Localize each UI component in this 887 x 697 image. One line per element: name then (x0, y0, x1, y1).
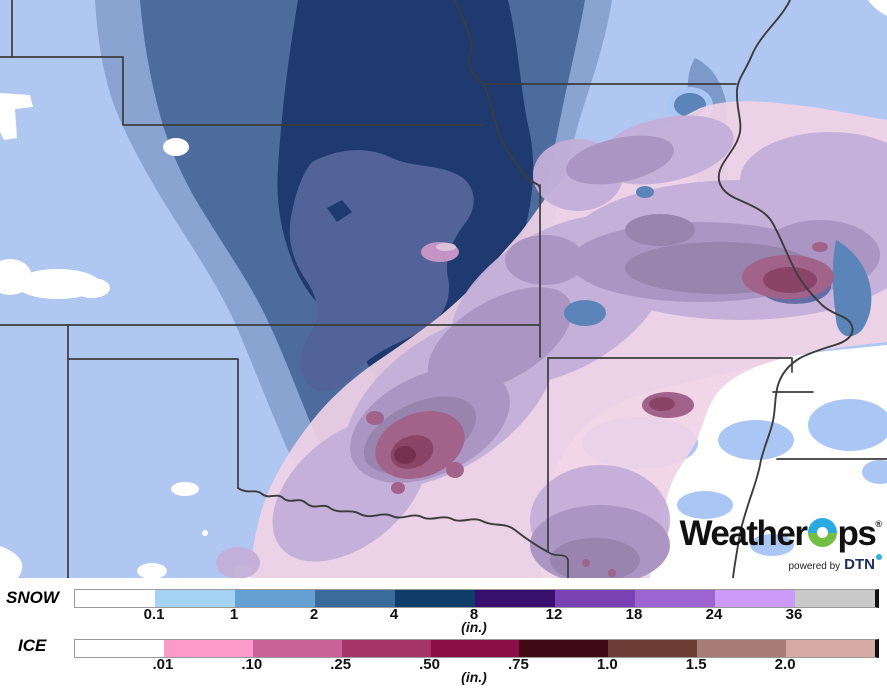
dtn-degree-icon (876, 554, 882, 560)
snow-tick-label: 8 (469, 606, 479, 623)
ice-scale-ticks: .01 .10 .25 .50 .75 1.0 1.5 2.0 (74, 656, 874, 673)
ice-tick-label: 2.0 (774, 656, 796, 673)
ice-tick-label: 1.5 (685, 656, 707, 673)
snow-scale-segment (635, 590, 715, 607)
ice-scale-segment (697, 640, 787, 657)
snow-tick-label: 1 (229, 606, 239, 623)
snow-scale-segment (395, 590, 475, 607)
ice-tick-label: .25 (330, 656, 352, 673)
ice-tick-label: .50 (419, 656, 440, 673)
ice-scale-segment (786, 640, 876, 657)
ice-tick-label: .01 (152, 656, 174, 673)
snow-scale-ticks: 0.1 1 2 4 8 12 18 24 36 (74, 606, 874, 623)
snow-scale-segment (155, 590, 235, 607)
snow-scale-segment (235, 590, 315, 607)
snow-tick-label: 4 (389, 606, 399, 623)
brand-text-ps: ps (837, 514, 877, 553)
snow-scale-segment (715, 590, 795, 607)
ice-scale-segment (341, 640, 431, 657)
weatherops-wordmark: Weather ps® (658, 516, 882, 551)
ice-unit-label: (in.) (461, 669, 487, 685)
ice-scale-segment (430, 640, 520, 657)
ice-color-scale (74, 639, 879, 658)
snow-tick-label: 18 (625, 606, 643, 623)
snow-tick-label: 2 (309, 606, 319, 623)
snow-unit-label: (in.) (461, 619, 487, 635)
river-boundary-lines (237, 0, 854, 578)
ice-scale-segment (252, 640, 342, 657)
snow-scale-segment (555, 590, 635, 607)
brand-text-weather: Weather (679, 514, 808, 553)
snow-scale-segment (315, 590, 395, 607)
snow-color-scale (74, 589, 879, 608)
ice-scale-segment (519, 640, 609, 657)
red-river-line (237, 487, 549, 553)
ice-legend-label: ICE (18, 636, 47, 655)
snow-scale-segment (795, 590, 875, 607)
dtn-wordmark: DTN (844, 556, 875, 573)
forecast-map (0, 0, 887, 578)
ice-scale-segment (163, 640, 253, 657)
missouri-river-line (454, 0, 541, 189)
state-border-lines (0, 0, 887, 578)
ice-tick-label: .10 (241, 656, 263, 673)
snow-legend-label: SNOW (6, 588, 59, 607)
mississippi-river-line (717, 0, 854, 578)
snow-tick-label: 0.1 (143, 606, 165, 623)
registered-mark: ® (875, 519, 882, 529)
ice-scale-segment (75, 640, 164, 657)
powered-by-line: powered by DTN (658, 554, 882, 573)
snow-tick-label: 12 (545, 606, 563, 623)
ice-tick-label: .75 (508, 656, 529, 673)
ice-overlay-regions (216, 101, 887, 578)
snow-scale-segment (475, 590, 555, 607)
ice-tick-label: 1.0 (596, 656, 618, 673)
ice-scale-segment (608, 640, 698, 657)
snow-tick-label: 24 (705, 606, 723, 623)
weatherops-logo: Weather ps® powered by DTN (658, 516, 882, 573)
powered-by-text: powered by (788, 561, 841, 572)
snow-scale-segment (75, 590, 155, 607)
weatherops-o-icon (807, 518, 837, 547)
snow-tick-label: 36 (785, 606, 803, 623)
